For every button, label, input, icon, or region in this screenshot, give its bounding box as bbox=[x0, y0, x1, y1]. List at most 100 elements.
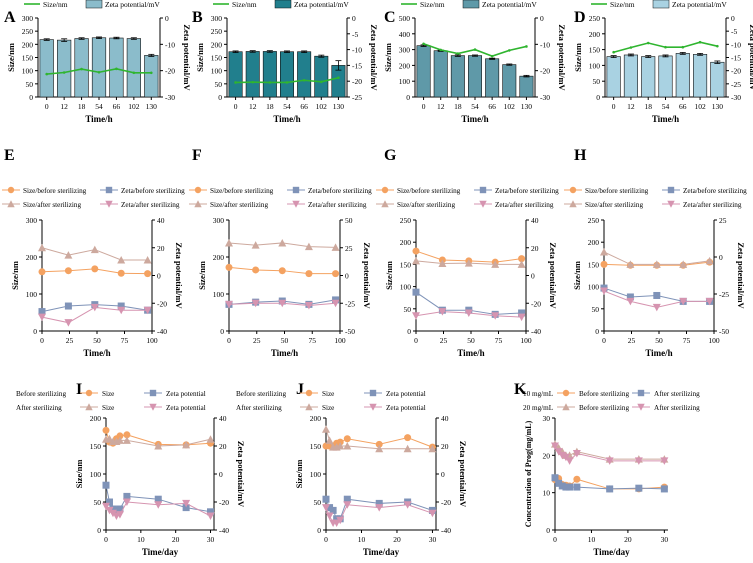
y-tick-label: 400 bbox=[399, 30, 411, 39]
y-tick-label: 200 bbox=[400, 238, 412, 247]
zeta-point bbox=[456, 52, 460, 55]
y2-axis-title: Zeta potential/mV bbox=[748, 24, 753, 91]
x-axis-title: Time/h bbox=[457, 348, 484, 358]
legend-marker bbox=[479, 200, 487, 208]
y2-tick-label: 25 bbox=[719, 216, 727, 225]
bar bbox=[485, 58, 500, 98]
legend-bar-swatch bbox=[85, 0, 103, 9]
y2-tick-label: 25 bbox=[345, 244, 353, 253]
x-tick-label: 54 bbox=[471, 102, 479, 111]
data-point bbox=[64, 319, 73, 327]
data-point bbox=[322, 495, 330, 503]
y2-axis-title: Zeta potential/mV bbox=[362, 242, 372, 309]
data-point bbox=[634, 457, 643, 465]
data-point bbox=[115, 436, 124, 444]
y-tick-label: 50 bbox=[404, 305, 412, 314]
chart-panel-b: B 0 50 100 150 200 250 300 0 -5 -10 -15 -20 -25 Size/n… bbox=[192, 0, 379, 124]
y-tick-label: 300 bbox=[26, 216, 38, 225]
legend-marker bbox=[562, 403, 570, 411]
legend-prefix: After sterilizing bbox=[236, 404, 282, 412]
x-tick-label: 0 bbox=[414, 336, 418, 345]
data-point bbox=[102, 502, 110, 511]
y-tick-label: 250 bbox=[400, 216, 412, 225]
legend-marker bbox=[569, 200, 577, 208]
legend-marker bbox=[105, 200, 113, 208]
data-point bbox=[464, 309, 473, 317]
data-point bbox=[652, 260, 661, 268]
legend-prefix: After sterilizing bbox=[16, 404, 62, 412]
data-point bbox=[438, 259, 447, 268]
y-tick-label: 10 bbox=[543, 489, 551, 498]
data-point bbox=[64, 267, 72, 275]
legend-bar-swatch bbox=[274, 0, 292, 9]
data-point bbox=[562, 483, 570, 491]
data-point bbox=[116, 432, 124, 440]
y-tick-label: 150 bbox=[589, 46, 601, 55]
data-point bbox=[278, 299, 287, 308]
y-tick-label: 0 bbox=[218, 93, 222, 102]
x-tick-label: 30 bbox=[429, 535, 437, 544]
y-axis-title: Size/nm bbox=[10, 261, 20, 290]
y2-axis-title: Zeta potential/mV bbox=[458, 441, 468, 508]
x-tick-label: 10 bbox=[358, 535, 366, 544]
x-tick-label: 25 bbox=[253, 336, 261, 345]
y-tick-label: 300 bbox=[211, 14, 223, 23]
y2-tick-label: -50 bbox=[719, 327, 729, 336]
legend-marker bbox=[369, 389, 377, 397]
zeta-point bbox=[132, 71, 136, 75]
x-tick-label: 0 bbox=[612, 102, 616, 111]
zeta-point bbox=[268, 81, 272, 84]
y2-axis-title: Zeta potential/mV bbox=[557, 24, 567, 91]
zeta-point bbox=[337, 76, 340, 80]
series-circle bbox=[225, 263, 340, 278]
chart-panel-d: D 0 50 100 150 200 250 0 -5 -10 -15 -20 -25 -30 Size/n… bbox=[573, 0, 753, 124]
x-tick-label: 102 bbox=[128, 102, 140, 111]
series-tri-down bbox=[225, 299, 340, 310]
legend-marker bbox=[381, 200, 389, 208]
series-square bbox=[102, 481, 215, 516]
y2-tick-label: -10 bbox=[540, 40, 550, 49]
y2-axis-title: Zeta potential/mV bbox=[182, 24, 192, 91]
legend-label: After sterilizing bbox=[654, 390, 700, 398]
series-circle bbox=[38, 265, 152, 278]
legend-marker bbox=[7, 200, 15, 208]
data-point bbox=[143, 255, 152, 264]
x-tick-label: 66 bbox=[300, 102, 308, 111]
data-point bbox=[517, 260, 526, 268]
y-axis-title: Size/nm bbox=[6, 43, 16, 72]
data-point bbox=[332, 519, 341, 527]
legend-marker bbox=[292, 186, 300, 194]
data-point bbox=[600, 247, 608, 256]
chart-panel-a: A 0 50 100 150 200 250 300 0 -10 -20 -30 Size/nm Zeta… bbox=[4, 0, 192, 124]
data-point bbox=[182, 499, 191, 508]
y-axis-title: Size/nm bbox=[294, 460, 304, 489]
legend-label: Size/after sterilizing bbox=[585, 201, 643, 209]
data-point bbox=[518, 255, 526, 263]
y2-axis-title: Zeta potential/mV bbox=[174, 242, 184, 309]
x-axis-title: Time/day bbox=[142, 547, 179, 557]
y-tick-label: 100 bbox=[399, 77, 411, 86]
data-point bbox=[428, 444, 437, 453]
x-axis-title: Time/h bbox=[652, 114, 679, 124]
y-tick-label: 150 bbox=[90, 442, 102, 451]
bar bbox=[109, 37, 124, 98]
data-point bbox=[206, 512, 215, 520]
y-tick-label: 0 bbox=[407, 327, 411, 336]
y-tick-label: 50 bbox=[593, 77, 601, 86]
data-point bbox=[182, 440, 191, 449]
x-tick-label: 75 bbox=[495, 336, 503, 345]
legend-marker bbox=[194, 186, 202, 194]
data-point bbox=[331, 243, 340, 251]
data-point bbox=[64, 251, 73, 259]
y2-tick-label: -20 bbox=[165, 67, 175, 76]
series-triangle bbox=[38, 243, 152, 264]
y2-axis-title: Zeta potential/mV bbox=[236, 441, 246, 508]
x-tick-label: 10 bbox=[588, 535, 596, 544]
bar bbox=[502, 64, 517, 98]
zeta-point bbox=[422, 42, 425, 46]
data-point bbox=[464, 259, 473, 267]
x-axis-title: Time/h bbox=[271, 348, 298, 358]
